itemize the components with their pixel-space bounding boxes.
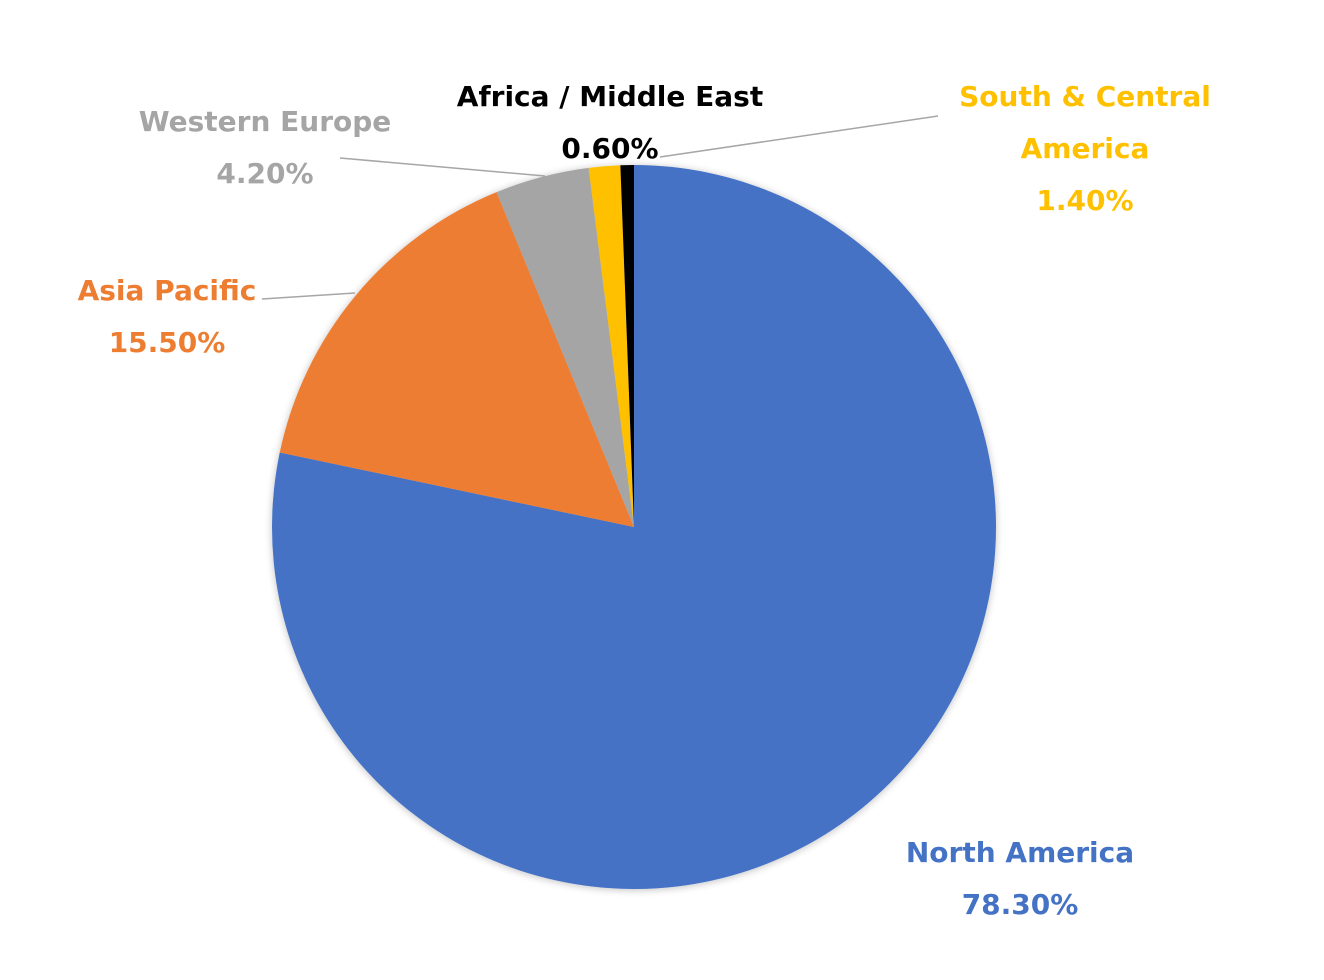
leader-line <box>261 292 356 300</box>
label-value: 0.60% <box>561 132 659 165</box>
data-label: Africa / Middle East 0.60% <box>400 71 820 175</box>
label-name: Western Europe <box>138 105 392 138</box>
data-label: Western Europe 4.20% <box>105 96 425 200</box>
label-name: North America <box>905 836 1135 869</box>
pie-slice <box>496 167 634 527</box>
pie-slice <box>588 165 634 528</box>
pie-slice <box>620 165 634 527</box>
data-label: Asia Pacific 15.50% <box>37 265 297 369</box>
pie-slice <box>279 192 634 527</box>
data-label: South & Central America 1.40% <box>935 71 1235 227</box>
label-value: 4.20% <box>216 157 314 190</box>
label-value: 78.30% <box>961 888 1079 921</box>
label-name: Asia Pacific <box>77 274 257 307</box>
pie <box>272 165 997 889</box>
label-name: Africa / Middle East <box>456 80 764 113</box>
data-label: North America 78.30% <box>840 827 1200 931</box>
label-value: 15.50% <box>108 326 226 359</box>
leader-line <box>659 115 939 158</box>
label-name: South & Central America <box>959 80 1211 165</box>
leader-line <box>339 157 546 177</box>
label-value: 1.40% <box>1036 184 1134 217</box>
